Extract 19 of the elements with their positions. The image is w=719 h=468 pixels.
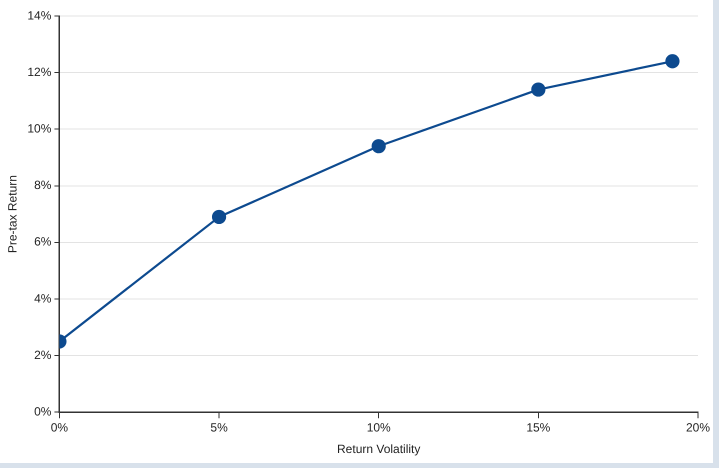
- y-tick-label: 2%: [34, 348, 52, 362]
- y-tick-label: 12%: [27, 64, 52, 79]
- point: [212, 210, 226, 224]
- x-axis-title: Return Volatility: [337, 442, 420, 456]
- point: [665, 54, 680, 68]
- y-axis-title: Pre-tax Return: [6, 175, 20, 254]
- x-tick-label: 15%: [526, 420, 551, 435]
- x-tick-label: 5%: [210, 420, 228, 435]
- y-tick-label: 6%: [34, 234, 52, 249]
- y-tick-label: 10%: [27, 122, 52, 136]
- y-tick-label: 0%: [34, 404, 52, 419]
- x-tick-label: 20%: [686, 420, 710, 435]
- point: [531, 82, 546, 97]
- x-tick-label: 0%: [50, 420, 68, 435]
- y-tick-label: 4%: [34, 291, 52, 306]
- y-tick-label: 8%: [34, 178, 52, 192]
- x-tick-label: 10%: [366, 420, 392, 435]
- point: [372, 139, 386, 154]
- y-tick-label: 14%: [27, 8, 52, 22]
